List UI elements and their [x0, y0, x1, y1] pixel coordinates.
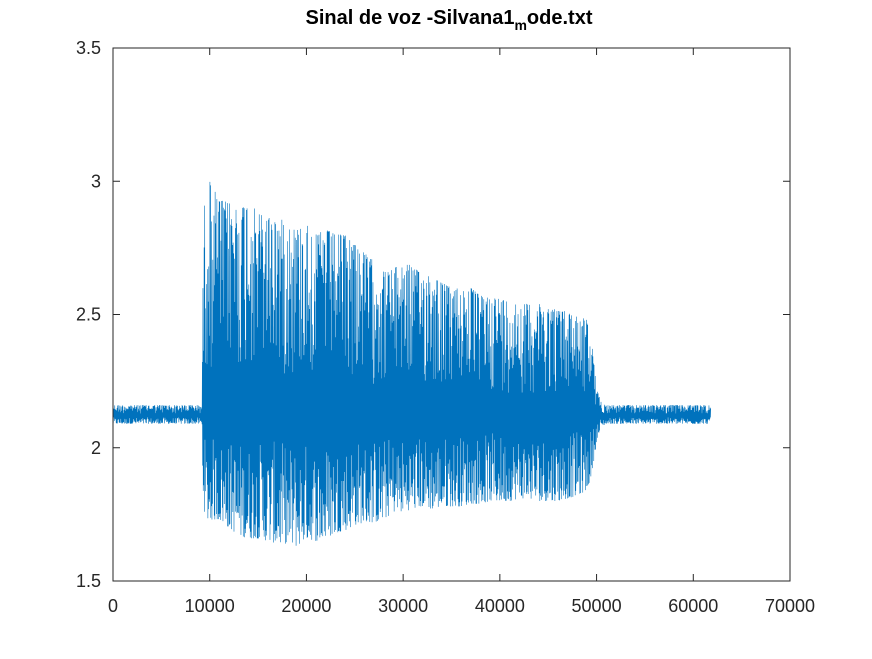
chart-title-main: Sinal de voz -Silvana1: [306, 7, 515, 29]
x-tick-label: 60000: [668, 596, 718, 616]
x-tick-label: 0: [108, 596, 118, 616]
x-tick-label: 30000: [378, 596, 428, 616]
y-tick-label: 2: [91, 438, 101, 458]
y-tick-label: 1.5: [76, 571, 101, 591]
chart-title-subscript: m: [514, 17, 526, 33]
y-axis: 1.5 2 2.5 3 3.5: [76, 38, 790, 591]
chart-title: Sinal de voz -Silvana1mode.txt: [306, 7, 593, 33]
x-tick-label: 40000: [475, 596, 525, 616]
y-tick-label: 3: [91, 171, 101, 191]
y-tick-label: 3.5: [76, 38, 101, 58]
x-tick-label: 20000: [281, 596, 331, 616]
x-tick-label: 50000: [572, 596, 622, 616]
signal-line: [112, 181, 711, 546]
y-tick-label: 2.5: [76, 305, 101, 325]
x-tick-label: 10000: [185, 596, 235, 616]
x-tick-label: 70000: [765, 596, 815, 616]
chart-title-suffix: ode.txt: [527, 7, 593, 29]
series-layer: [112, 181, 711, 546]
x-axis: 0 10000 20000 30000 40000 50000 60000 70000: [108, 48, 815, 616]
